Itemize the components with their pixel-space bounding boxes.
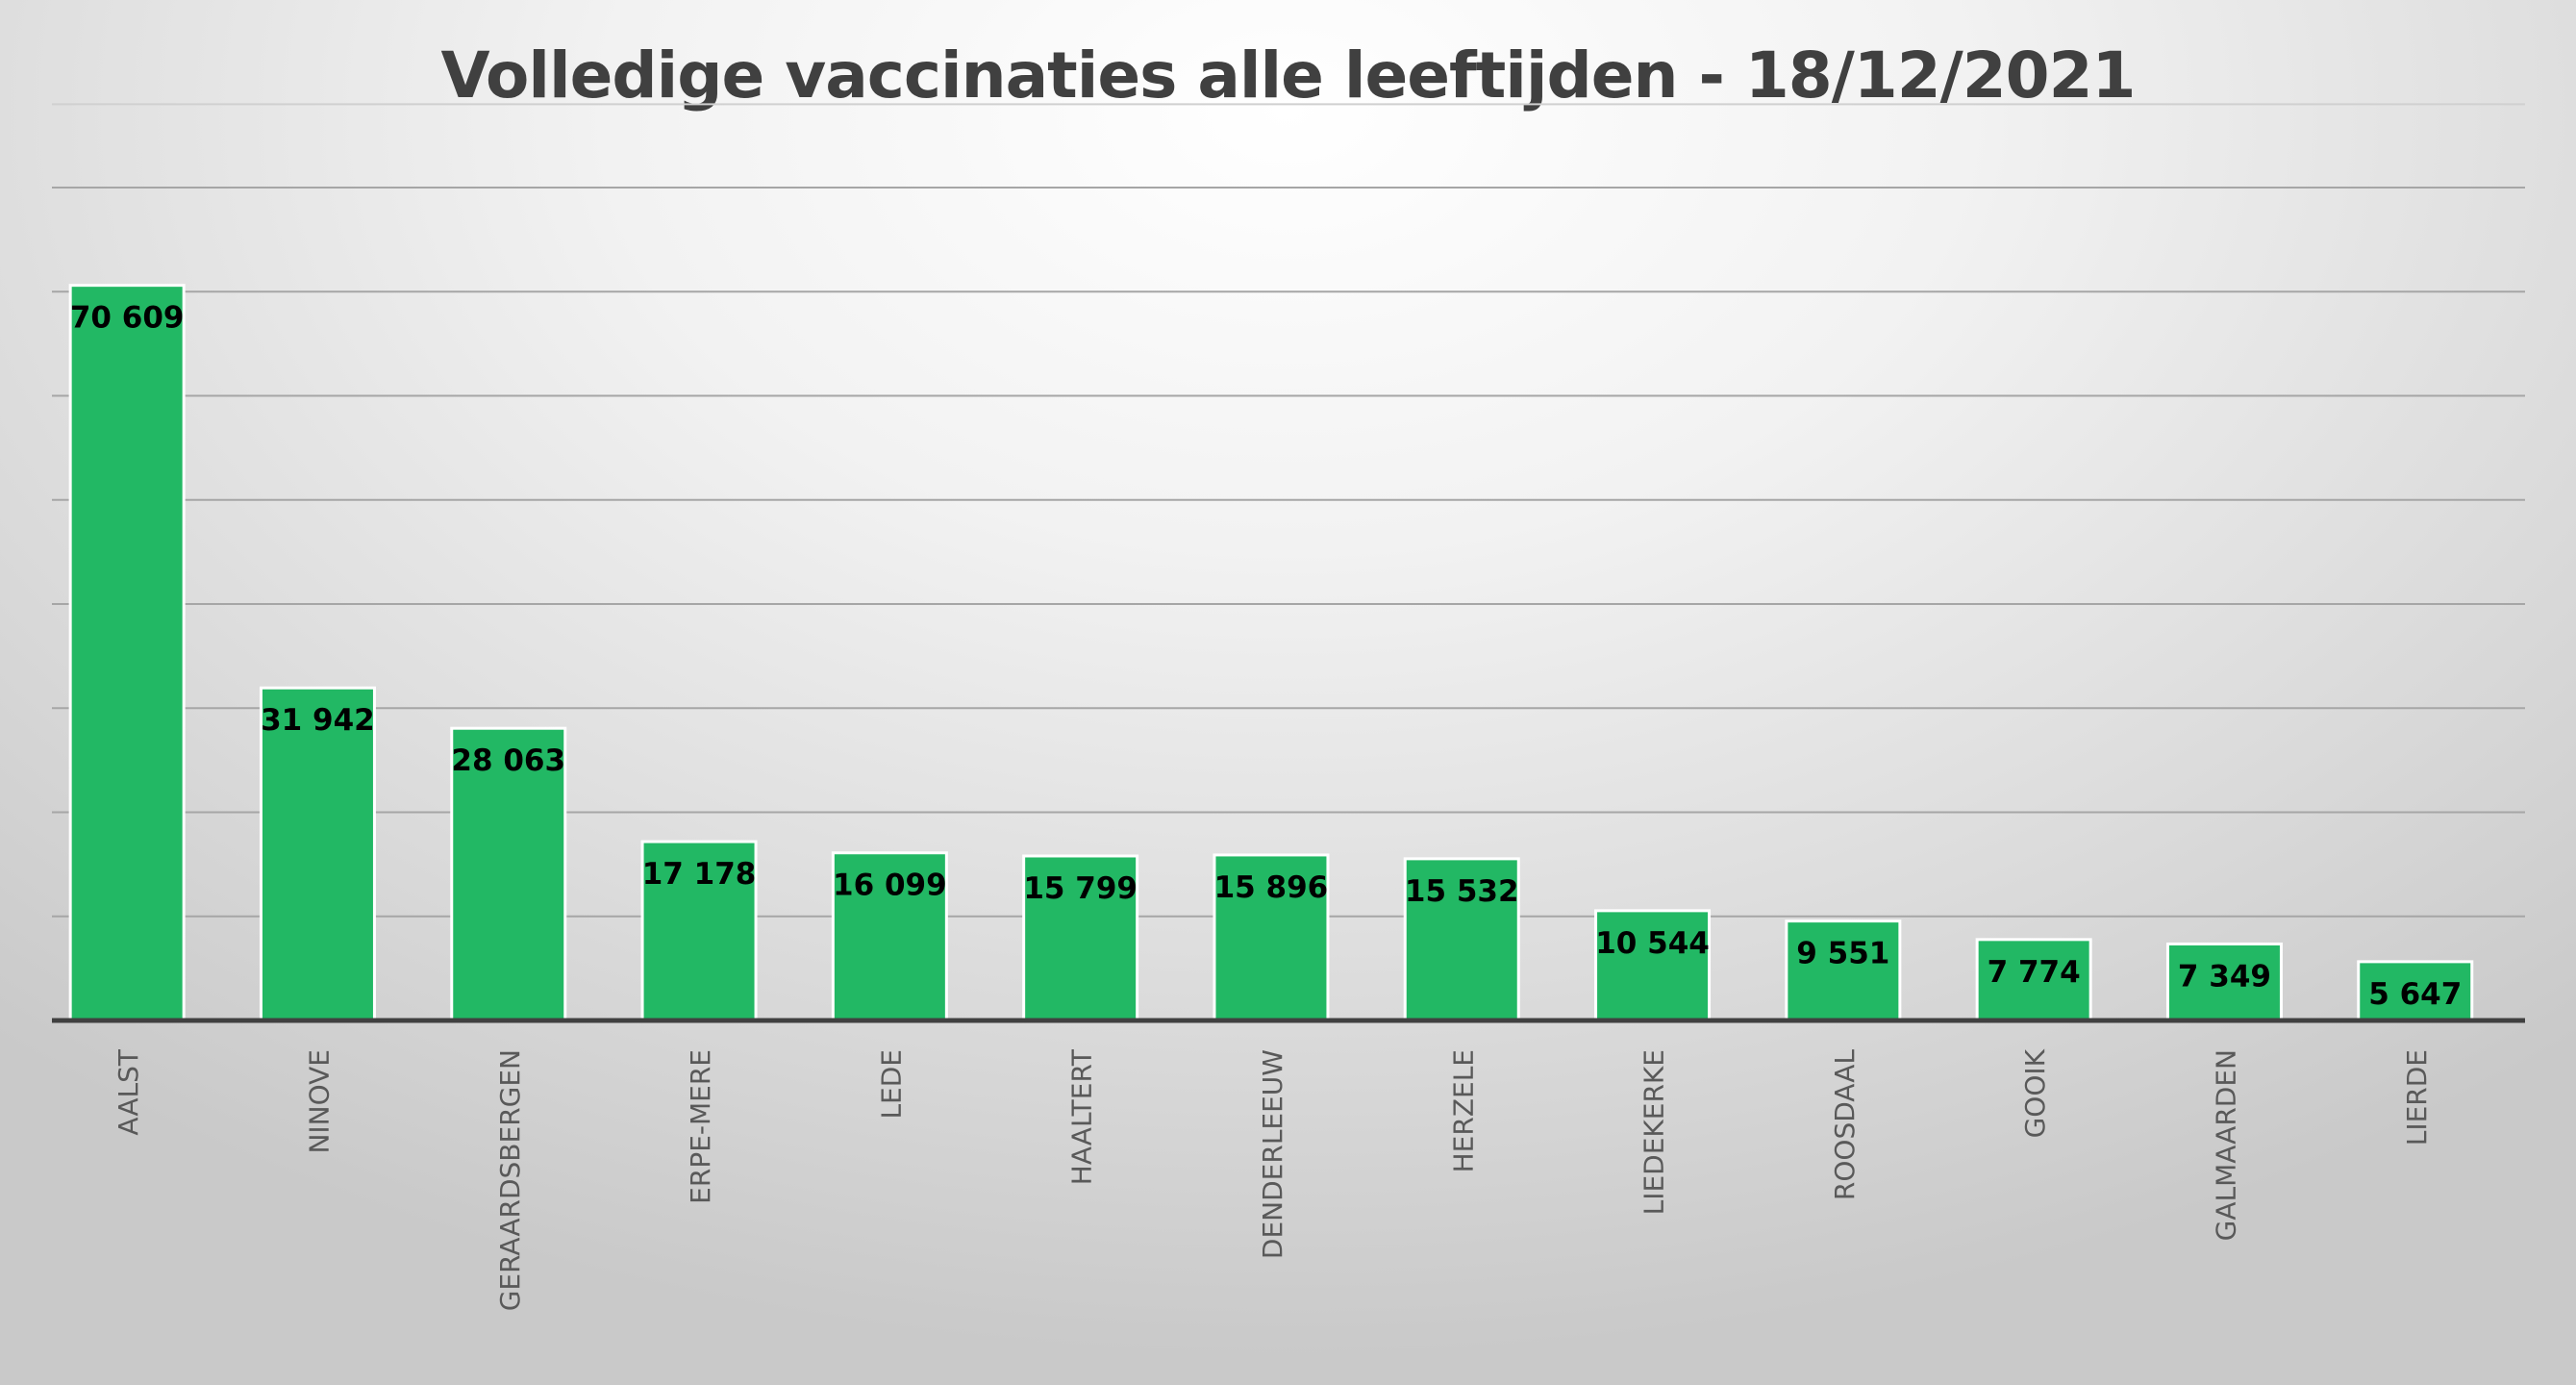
x-tick-label: DENDERLEEUW xyxy=(1257,1049,1288,1259)
bar-roosdaal xyxy=(1785,919,1902,1022)
data-label: 31 942 xyxy=(261,703,375,738)
bar-galmaarden xyxy=(2165,942,2283,1022)
bar-liedekerke xyxy=(1594,909,1712,1022)
x-tick-label: AALST xyxy=(113,1048,144,1135)
bars xyxy=(68,284,2474,1022)
x-tick-label: GERAARDSBERGEN xyxy=(494,1049,526,1311)
data-label: 15 532 xyxy=(1405,874,1519,909)
x-tick-label: ERPE-MERE xyxy=(685,1049,716,1204)
gridlines xyxy=(52,103,2525,918)
data-label: 28 063 xyxy=(451,743,565,778)
data-label: 10 544 xyxy=(1595,926,1710,961)
x-tick-label: ROOSDAAL xyxy=(1829,1049,1861,1200)
bar-herzele xyxy=(1403,857,1520,1022)
x-tick-label: LEDE xyxy=(875,1049,907,1120)
data-label: 9 551 xyxy=(1796,937,1889,971)
x-tick-label: NINOVE xyxy=(303,1049,335,1154)
data-label: 70 609 xyxy=(70,301,185,336)
bar-aalst xyxy=(68,284,186,1022)
bar-ninove xyxy=(259,686,376,1022)
data-labels: 70 609 31 942 28 063 17 178 16 099 15 799 15 8… xyxy=(70,301,2462,1012)
bar-erpe-mere xyxy=(640,840,758,1022)
bar-denderleeuw xyxy=(1213,853,1330,1022)
data-label: 15 896 xyxy=(1214,870,1329,905)
data-label: 17 178 xyxy=(642,857,757,892)
bar-geraardsbergen xyxy=(450,726,567,1022)
x-tick-label: GOOIK xyxy=(2019,1048,2051,1138)
x-tick-label: LIEDEKERKE xyxy=(1638,1049,1670,1215)
x-tick-label: GALMAARDEN xyxy=(2210,1049,2241,1241)
data-label: 16 099 xyxy=(833,869,947,903)
data-label: 5 647 xyxy=(2368,977,2462,1012)
data-label: 7 349 xyxy=(2178,959,2271,994)
x-tick-label: HERZELE xyxy=(1447,1049,1479,1172)
data-label: 7 774 xyxy=(1988,955,2081,990)
x-tick-labels: AALST NINOVE GERAARDSBERGEN ERPE-MERE LEDE HA… xyxy=(113,1048,2433,1311)
x-tick-label: HAALTERT xyxy=(1066,1048,1098,1185)
chart-title: Volledige vaccinaties alle leeftijden - … xyxy=(440,38,2137,113)
x-tick-label: LIERDE xyxy=(2401,1049,2433,1146)
data-label: 15 799 xyxy=(1023,871,1138,906)
